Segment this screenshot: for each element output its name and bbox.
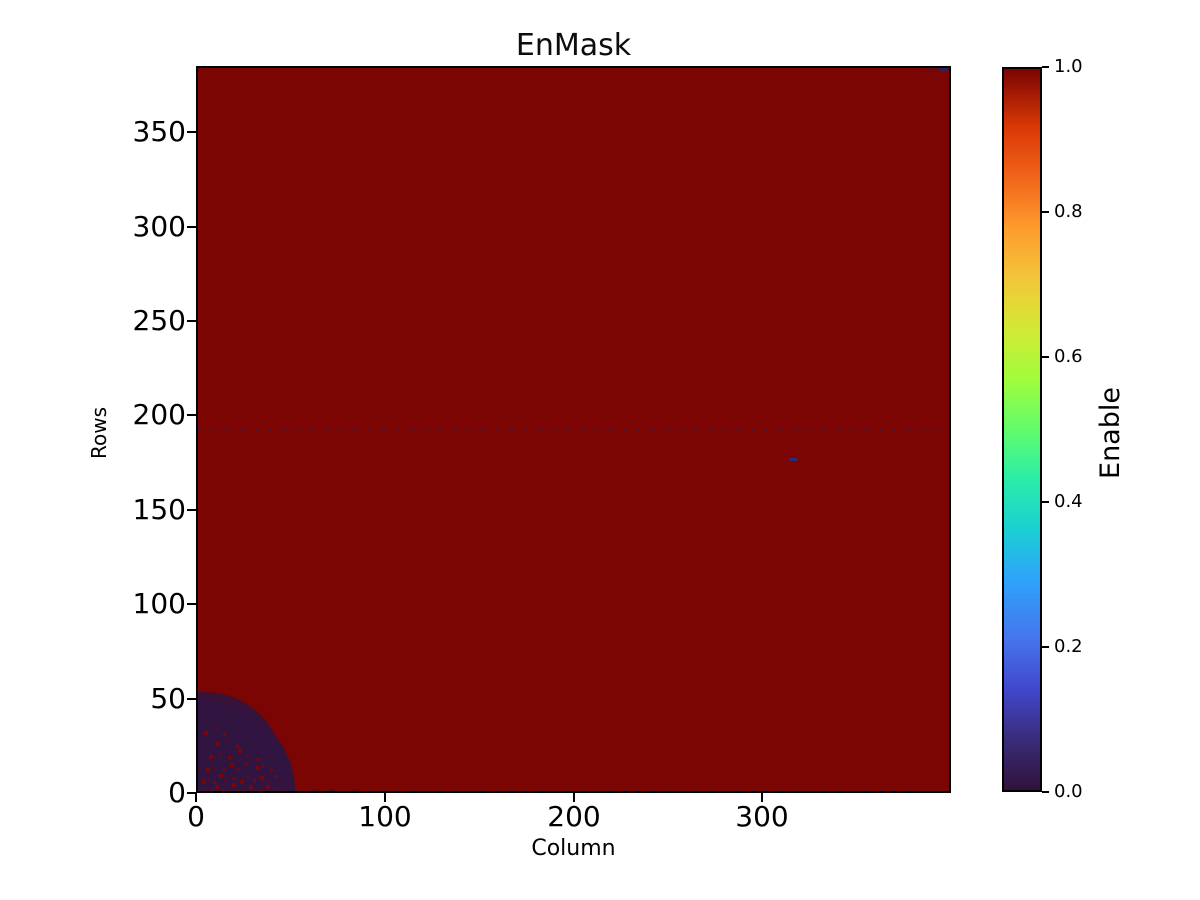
y-tick-label: 350 <box>132 115 186 148</box>
noise-speckle <box>236 745 239 748</box>
noise-speckle <box>206 768 210 772</box>
noise-speckle <box>226 740 228 742</box>
noise-speckle <box>219 753 221 755</box>
bottom-dot <box>341 791 344 793</box>
y-tick-mark <box>187 320 196 322</box>
x-axis-label: Column <box>531 836 616 861</box>
colorbar-tick-label: 0.2 <box>1054 636 1083 657</box>
noise-speckle <box>209 755 213 759</box>
noise-speckle <box>270 769 273 772</box>
y-tick-label: 50 <box>150 682 186 715</box>
noise-speckle <box>247 776 249 778</box>
noise-speckle <box>262 765 264 767</box>
noise-speckle <box>213 727 215 729</box>
chart-title: EnMask <box>515 28 632 63</box>
y-tick-mark <box>187 414 196 416</box>
colorbar-tick-label: 0.0 <box>1054 781 1083 802</box>
x-tick-mark <box>195 793 197 802</box>
y-tick-label: 100 <box>132 587 186 620</box>
noise-speckle <box>207 778 209 780</box>
x-tick-mark <box>384 793 386 802</box>
y-axis-label: Rows <box>87 407 111 460</box>
noise-speckle <box>249 785 253 789</box>
colorbar-tick-label: 0.8 <box>1054 201 1083 222</box>
colorbar-tick-label: 1.0 <box>1054 56 1083 77</box>
y-tick-mark <box>187 509 196 511</box>
colorbar-tick-mark <box>1042 211 1049 213</box>
top-right-smear <box>925 68 949 70</box>
x-tick-label: 300 <box>735 800 789 833</box>
colorbar-tick-label: 0.6 <box>1054 346 1083 367</box>
y-tick-mark <box>187 792 196 794</box>
bottom-dot <box>313 789 316 791</box>
noise-speckle <box>215 742 219 746</box>
noise-speckle <box>260 776 264 780</box>
y-tick-mark <box>187 698 196 700</box>
noise-speckle <box>255 766 259 770</box>
noise-speckle <box>266 785 270 789</box>
noise-speckle <box>223 733 226 736</box>
noise-speckle <box>253 779 256 782</box>
noise-speckle <box>245 762 248 765</box>
y-tick-label: 0 <box>168 776 186 809</box>
noise-speckle <box>257 758 260 761</box>
bottom-dot <box>375 791 378 793</box>
noise-speckle <box>223 769 226 772</box>
colorbar-tick-mark <box>1042 791 1049 793</box>
colorbar-tick-label: 0.4 <box>1054 491 1083 512</box>
colorbar-tick-mark <box>1042 66 1049 68</box>
colorbar-tick-mark <box>1042 356 1049 358</box>
y-tick-label: 150 <box>132 493 186 526</box>
noise-speckle <box>238 768 240 770</box>
bottom-dot <box>321 791 324 793</box>
noise-speckle <box>224 780 226 782</box>
noise-speckle <box>268 782 270 784</box>
noise-speckle <box>228 756 231 759</box>
noise-speckle <box>275 775 278 778</box>
noise-speckle <box>232 783 236 787</box>
y-tick-mark <box>187 603 196 605</box>
noise-speckle <box>202 780 206 784</box>
y-tick-label: 200 <box>132 398 186 431</box>
x-tick-label: 0 <box>187 800 205 833</box>
dotted-row <box>198 429 949 433</box>
noise-speckle <box>238 749 242 753</box>
noise-speckle <box>247 755 249 757</box>
colorbar-tick-mark <box>1042 646 1049 648</box>
bottom-dot <box>330 789 333 791</box>
y-tick-mark <box>187 226 196 228</box>
colorbar-label: Enable <box>1095 387 1126 479</box>
noise-speckle <box>215 785 219 789</box>
bottom-dot <box>364 791 367 793</box>
top-right-disabled-mark <box>940 68 948 72</box>
noise-speckle <box>240 780 244 784</box>
y-tick-mark <box>187 131 196 133</box>
noise-speckle <box>232 777 235 780</box>
noise-speckle <box>219 774 223 778</box>
x-tick-mark <box>761 793 763 802</box>
dotted-row <box>198 790 949 791</box>
x-tick-mark <box>573 793 575 802</box>
noise-speckle <box>230 763 234 767</box>
bottom-dot <box>306 791 309 793</box>
colorbar-tick-mark <box>1042 501 1049 503</box>
y-tick-label: 300 <box>132 210 186 243</box>
disabled-pixel-dash <box>789 458 798 461</box>
y-tick-label: 250 <box>132 304 186 337</box>
heatmap-plot <box>196 66 951 793</box>
noise-speckle <box>213 767 215 769</box>
colorbar <box>1002 67 1042 792</box>
noise-speckle <box>213 781 216 784</box>
x-tick-label: 100 <box>358 800 412 833</box>
x-tick-label: 200 <box>547 800 601 833</box>
bottom-dot <box>353 789 356 791</box>
noise-speckle <box>204 731 208 735</box>
